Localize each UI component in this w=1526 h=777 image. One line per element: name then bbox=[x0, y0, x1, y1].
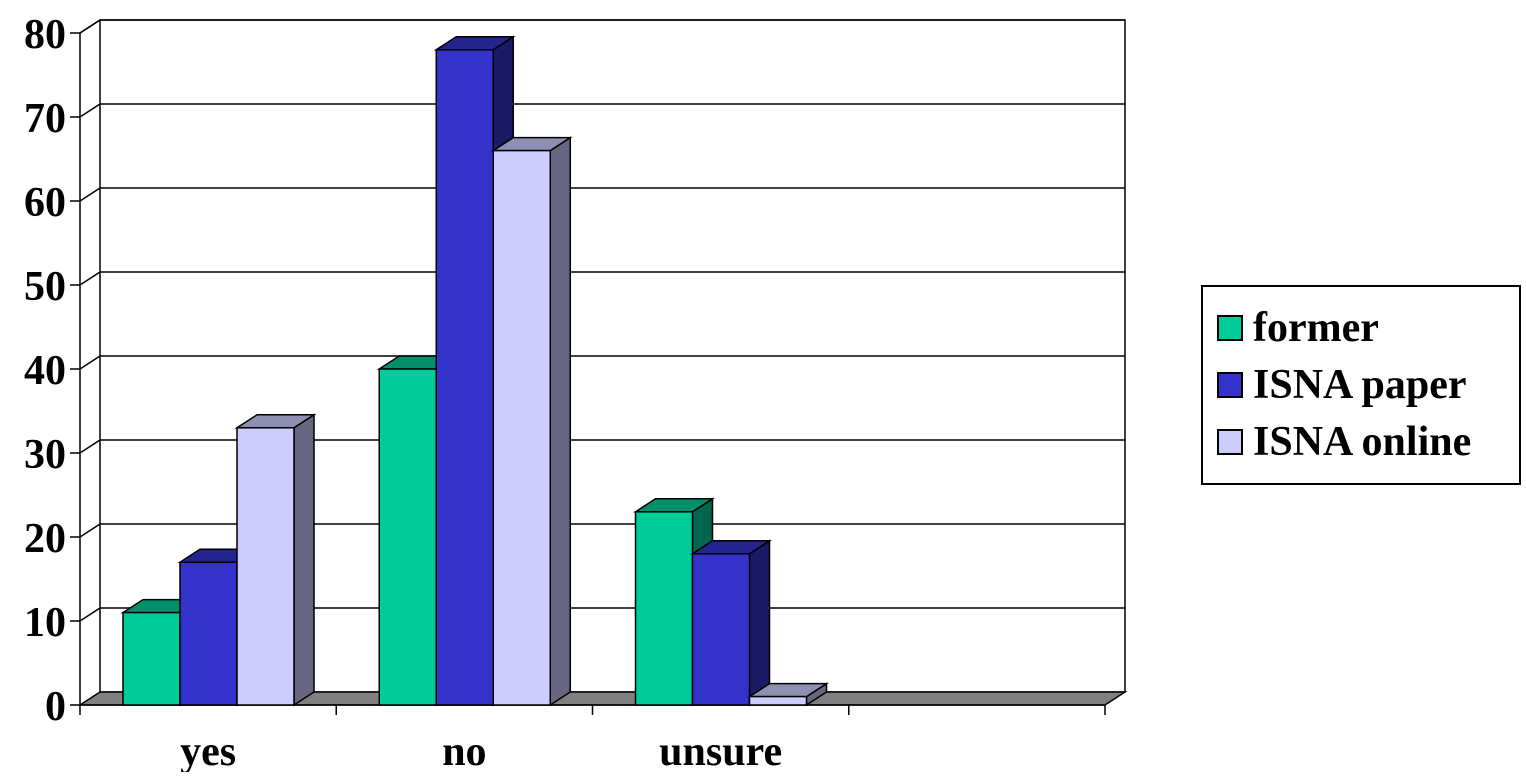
bar bbox=[689, 539, 773, 707]
bar-face bbox=[691, 553, 751, 706]
bar bbox=[234, 413, 317, 707]
legend-label-former: former bbox=[1253, 305, 1379, 351]
bar-face bbox=[549, 136, 571, 707]
x-tick-label: yes bbox=[180, 729, 236, 772]
y-tick-label: 20 bbox=[24, 516, 66, 562]
y-tick-label: 70 bbox=[24, 96, 66, 142]
x-tick-label: no bbox=[442, 729, 486, 772]
bar bbox=[746, 682, 830, 707]
bar-face bbox=[236, 427, 295, 706]
legend: former ISNA paper ISNA online bbox=[1201, 285, 1521, 485]
legend-item-isna-paper: ISNA paper bbox=[1217, 360, 1467, 410]
x-tick-label: unsure bbox=[659, 729, 782, 772]
bar-face bbox=[634, 511, 694, 706]
bar-face bbox=[435, 49, 494, 706]
gridline-side bbox=[79, 439, 101, 454]
gridline-side bbox=[79, 187, 101, 202]
legend-item-isna-online: ISNA online bbox=[1217, 417, 1471, 467]
legend-label-isna-online: ISNA online bbox=[1253, 419, 1472, 465]
bar-face bbox=[293, 413, 315, 707]
y-tick-label: 40 bbox=[24, 348, 66, 394]
bar-face bbox=[179, 561, 238, 706]
bar-face bbox=[378, 368, 437, 706]
gridline-side bbox=[79, 607, 101, 622]
bar-face bbox=[122, 611, 181, 706]
bar-face bbox=[492, 149, 551, 706]
y-tick-label: 80 bbox=[24, 12, 66, 58]
gridline-side bbox=[79, 523, 101, 538]
legend-label-isna-paper: ISNA paper bbox=[1253, 362, 1467, 408]
bar-face bbox=[748, 539, 771, 707]
y-tick-label: 10 bbox=[24, 600, 66, 646]
legend-item-former: former bbox=[1217, 303, 1379, 353]
y-tick-label: 30 bbox=[24, 432, 66, 478]
y-tick-label: 0 bbox=[45, 684, 66, 730]
bar bbox=[490, 136, 573, 707]
gridline-side bbox=[79, 271, 101, 286]
gridline-side bbox=[79, 103, 101, 118]
bar-face bbox=[748, 695, 808, 706]
y-tick-label: 60 bbox=[24, 180, 66, 226]
legend-swatch-isna-online bbox=[1217, 429, 1243, 455]
y-tick-label: 50 bbox=[24, 264, 66, 310]
gridline-side bbox=[79, 355, 101, 370]
legend-swatch-isna-paper bbox=[1217, 372, 1243, 398]
legend-swatch-former bbox=[1217, 315, 1243, 341]
side-wall-top bbox=[79, 19, 101, 34]
